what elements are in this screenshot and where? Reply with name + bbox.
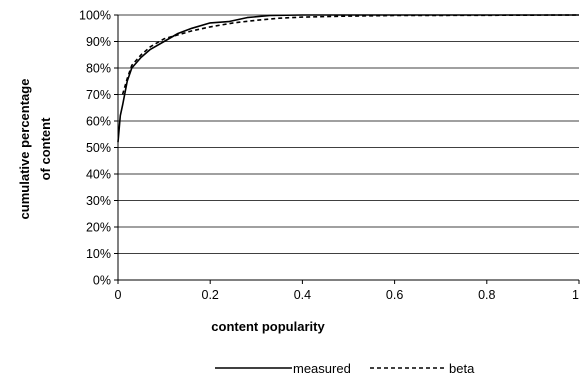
y-tick-label: 70% <box>86 88 111 102</box>
y-axis-title-line2: of content <box>38 117 53 180</box>
y-tick-label: 80% <box>86 62 111 76</box>
y-tick-label: 20% <box>86 221 111 235</box>
y-tick-label: 100% <box>79 9 111 23</box>
y-tick-label: 50% <box>86 141 111 155</box>
y-tick-label: 30% <box>86 194 111 208</box>
y-tick-label: 10% <box>86 247 111 261</box>
x-tick-label: 0 <box>115 288 122 302</box>
x-axis-title: content popularity <box>211 319 325 334</box>
x-tick-labels: 0 0.2 0.4 0.6 0.8 1 <box>115 280 580 302</box>
x-tick-label: 0.2 <box>202 288 219 302</box>
series-line-measured <box>117 14 579 143</box>
y-gridlines <box>118 14 579 254</box>
y-tick-label: 40% <box>86 168 111 182</box>
series-line-beta <box>121 14 580 95</box>
series-layer <box>117 14 580 143</box>
legend: measured beta <box>215 361 475 376</box>
y-tick-label: 0% <box>93 274 111 288</box>
y-tick-label: 90% <box>86 35 111 49</box>
x-tick-label: 0.4 <box>294 288 311 302</box>
x-tick-label: 0.8 <box>478 288 495 302</box>
legend-label-beta: beta <box>449 361 475 376</box>
x-tick-label: 1 <box>572 288 579 302</box>
y-axis-title-line1: cumulative percentage <box>17 79 32 220</box>
x-tick-label: 0.6 <box>386 288 403 302</box>
y-tick-label: 60% <box>86 115 111 129</box>
legend-label-measured: measured <box>293 361 351 376</box>
y-tick-labels: 0% 10% 20% 30% 40% 50% 60% 70% 80% 90% 100% <box>79 9 118 288</box>
